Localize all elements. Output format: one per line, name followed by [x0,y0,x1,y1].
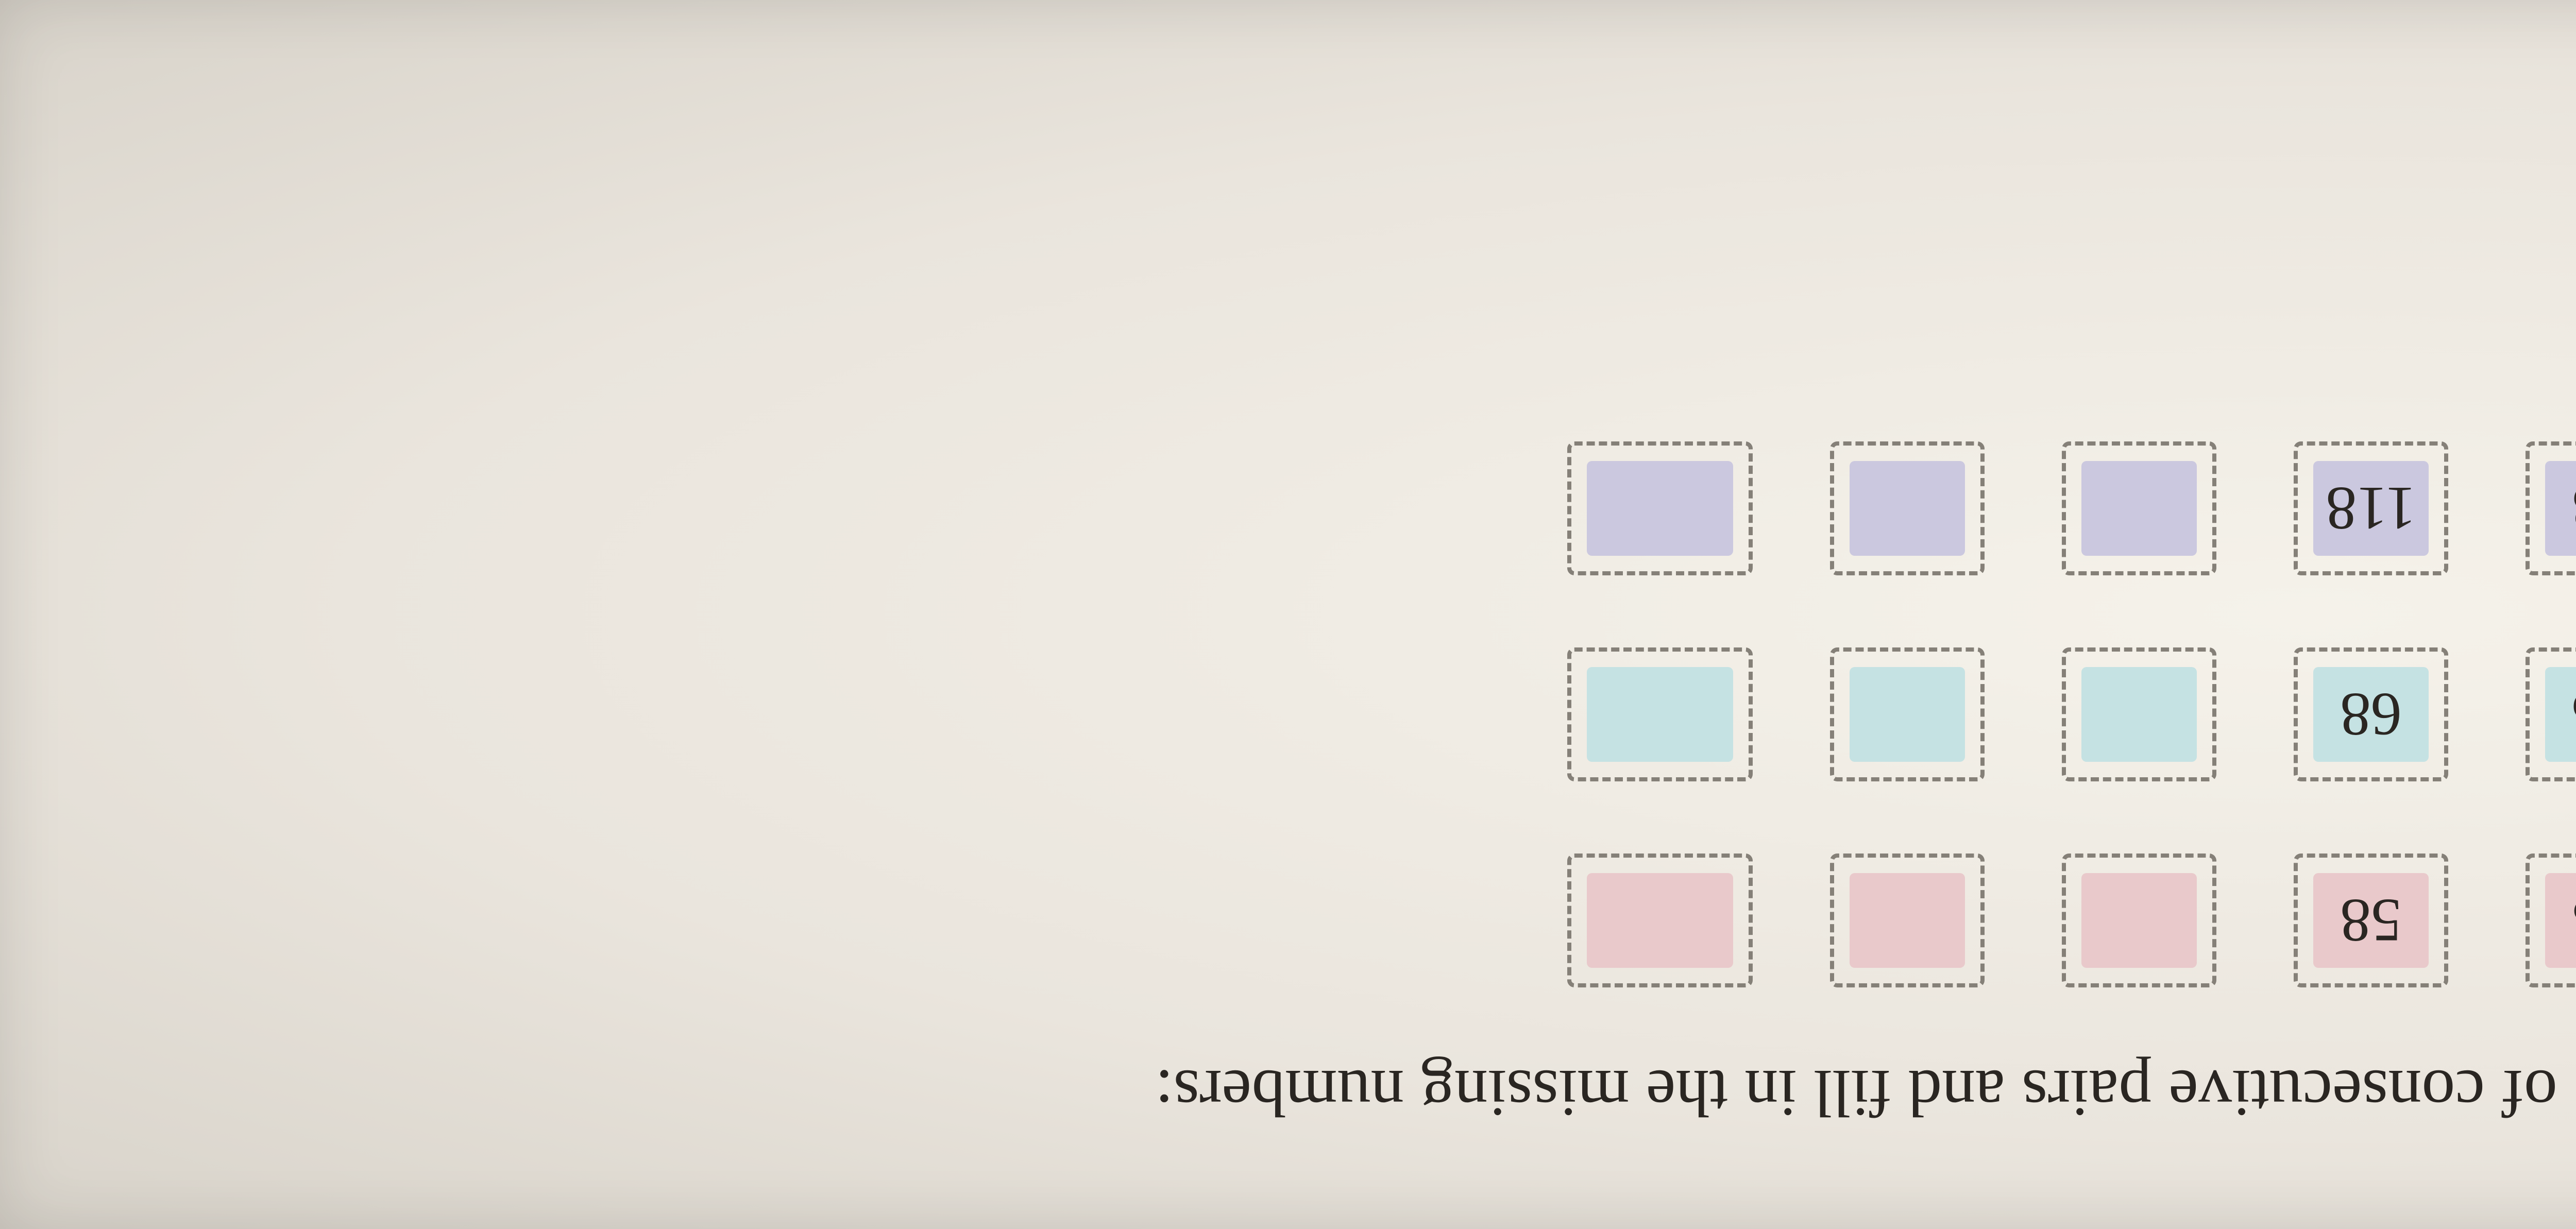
question-line: 2. Find the pattern in the differences o… [155,1049,2576,1136]
row-b-cell-5 [2062,647,2216,781]
row-c-cells: 6 22 46 78 118 [1567,441,2576,575]
row-a-cell-7 [1567,854,1753,987]
row-a-cells: 10 19 30 43 58 [1567,854,2576,987]
page-container: 2. Find the pattern in the differences o… [0,0,2576,1229]
question-text: Find the pattern in the differences of c… [1155,1056,2576,1130]
row-a-cell-5 [2062,854,2216,987]
row-a-cell-3: 43 [2526,854,2576,987]
row-b-cell-4: 68 [2294,647,2448,781]
row-b-cell-7 [1567,647,1753,781]
row-a: (a) 10 19 30 43 58 [155,854,2576,987]
row-c: (c) 6 22 46 78 118 [155,441,2576,575]
row-c-cell-5 [2062,441,2216,575]
row-c-cell-6 [1830,441,1985,575]
row-c-cell-7 [1567,441,1753,575]
row-b-cell-3: 46 [2526,647,2576,781]
row-b-cell-6 [1830,647,1985,781]
sequence-rows: (a) 10 19 30 43 58 (b) 4 14 28 46 68 [155,441,2576,987]
row-c-cell-3: 78 [2526,441,2576,575]
row-b-cells: 4 14 28 46 68 [1567,647,2576,781]
row-a-cell-4: 58 [2294,854,2448,987]
row-c-cell-4: 118 [2294,441,2448,575]
row-a-cell-6 [1830,854,1985,987]
row-b: (b) 4 14 28 46 68 [155,647,2576,781]
